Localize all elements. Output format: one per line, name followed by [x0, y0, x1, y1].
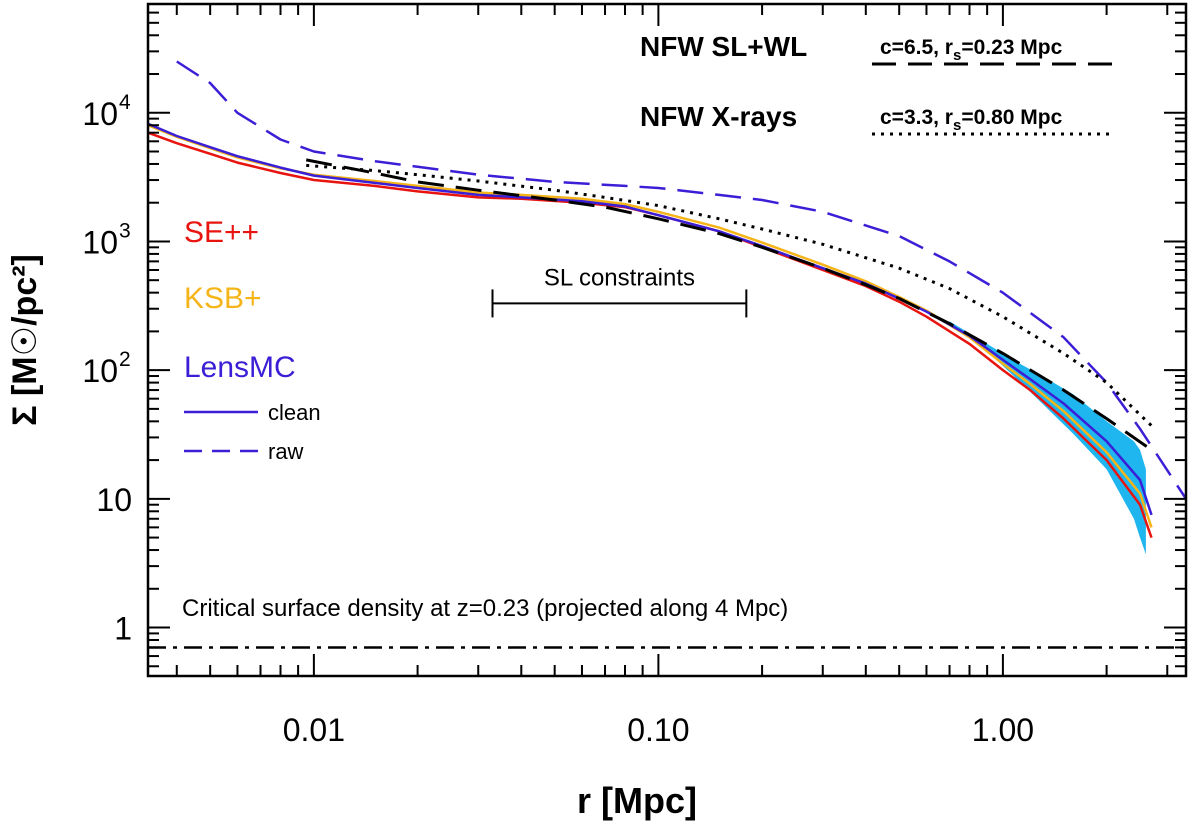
model-legend-params: c=6.5, rs=0.23 Mpc — [880, 36, 1063, 64]
line-style-label-raw: raw — [268, 439, 304, 464]
model-param-rest: =0.23 Mpc — [961, 36, 1062, 59]
y-tick-label: 10 — [82, 353, 118, 389]
y-axis-label: Σ [M☉/pc²] — [6, 254, 44, 426]
model-param-c: c=3.3, r — [880, 106, 953, 129]
y-tick-label: 10 — [96, 482, 132, 518]
model-legend-name-nfw-x-rays: NFW X-rays — [640, 101, 797, 132]
series-layer — [148, 60, 1186, 539]
y-tick-label-group: 10 4 — [82, 91, 131, 132]
x-axis-label: r [Mpc] — [577, 780, 697, 821]
x-tick-label: 1.00 — [972, 712, 1034, 748]
legend-entry-se: SE++ — [184, 216, 259, 249]
critical-density-label: Critical surface density at z=0.23 (proj… — [182, 595, 788, 622]
annotation-layer: Critical surface density at z=0.23 (proj… — [148, 264, 1186, 649]
model-param-sub: s — [953, 47, 961, 64]
model-legend-params: c=3.3, rs=0.80 Mpc — [880, 106, 1063, 134]
x-tick-label: 0.01 — [283, 712, 345, 748]
y-tick-label-group: 10 3 — [82, 219, 130, 260]
error-band-layer — [949, 321, 1146, 555]
plot-frame — [146, 2, 1188, 678]
series-line-nfw-sl-wl — [305, 158, 1153, 452]
line-style-label-clean: clean — [268, 400, 321, 425]
y-tick-label: 10 — [82, 224, 118, 260]
model-param-c: c=6.5, r — [880, 36, 953, 59]
sl-constraints-label: SL constraints — [544, 264, 695, 291]
y-tick-label-group: 1 — [114, 611, 132, 647]
y-tick-label-group: 10 2 — [82, 348, 130, 389]
x-tick-label: 0.10 — [627, 712, 689, 748]
model-param-sub: s — [953, 117, 961, 134]
error-band — [949, 321, 1146, 555]
model-param-rest: =0.80 Mpc — [961, 106, 1062, 129]
series-line-lensmc-raw — [176, 60, 1186, 500]
y-tick-label: 10 — [82, 96, 118, 132]
series-line-lensmc — [148, 122, 1153, 516]
series-line-se — [148, 131, 1153, 539]
series-line-ksb — [148, 124, 1153, 528]
legend-entry-ksb: KSB+ — [184, 282, 262, 315]
y-tick-exponent: 2 — [119, 348, 131, 371]
y-tick-label-group: 10 — [96, 482, 132, 518]
y-tick-exponent: 3 — [119, 219, 131, 242]
model-legend-name-nfw-sl-wl: NFW SL+WL — [640, 31, 807, 62]
legend-entry-lensmc: LensMC — [184, 351, 296, 384]
y-tick-exponent: 4 — [119, 91, 131, 114]
y-tick-label: 1 — [114, 611, 132, 647]
